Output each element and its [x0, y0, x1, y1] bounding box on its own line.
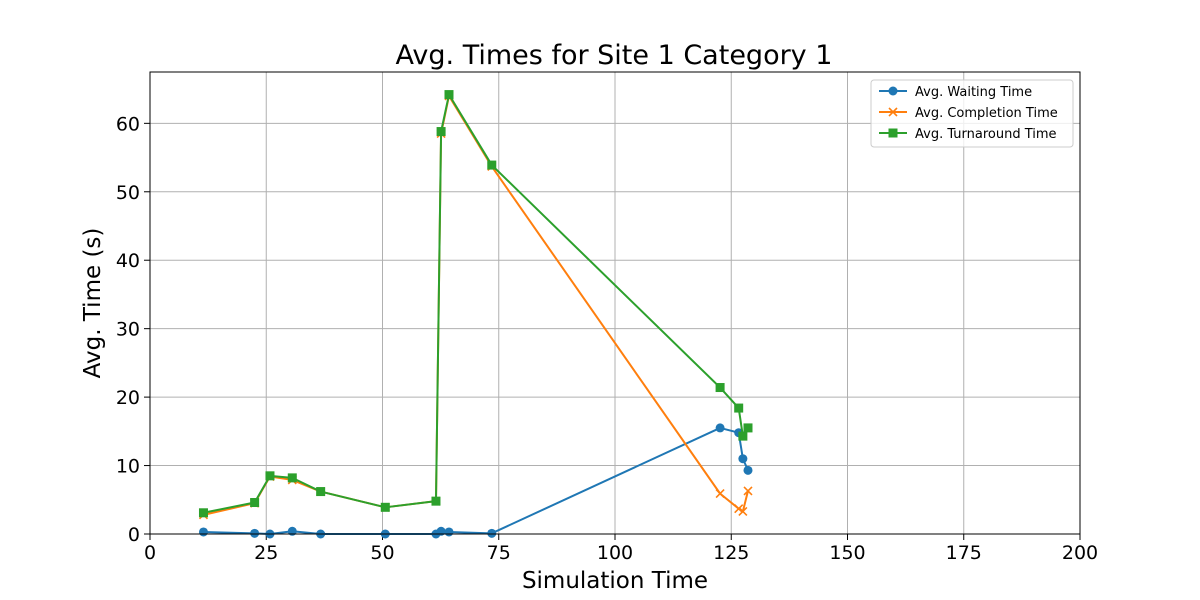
series-avg-completion-time: [198, 91, 753, 520]
data-point: [431, 496, 441, 506]
x-axis-label: Simulation Time: [522, 568, 708, 594]
data-point: [250, 498, 260, 508]
y-tick-label: 10: [116, 456, 140, 478]
data-point: [734, 504, 744, 514]
legend-item: Avg. Turnaround Time: [879, 127, 1057, 142]
x-tick-label: 175: [946, 542, 982, 564]
data-point: [380, 502, 390, 512]
data-point: [198, 508, 208, 518]
data-point: [487, 528, 497, 538]
y-tick-label: 0: [128, 524, 140, 546]
series-line: [203, 93, 749, 514]
data-point: [487, 160, 497, 170]
data-point: [316, 487, 326, 497]
legend-marker: [888, 128, 898, 138]
data-point: [743, 423, 753, 433]
x-tick-label: 200: [1062, 542, 1098, 564]
legend-item: Avg. Completion Time: [879, 106, 1058, 121]
data-point: [743, 486, 753, 496]
data-point: [738, 506, 748, 516]
plot-frame: [149, 71, 1081, 535]
legend-label: Avg. Completion Time: [915, 106, 1058, 121]
data-point: [287, 473, 297, 483]
legend-marker: [888, 86, 898, 96]
data-point: [198, 527, 208, 537]
x-tick-label: 150: [829, 542, 865, 564]
data-point: [444, 90, 454, 100]
series-avg-turnaround-time: [198, 90, 753, 518]
legend-label: Avg. Waiting Time: [915, 85, 1032, 100]
y-tick-label: 40: [116, 250, 140, 272]
series-layer: [198, 90, 753, 539]
data-point: [444, 527, 454, 537]
data-point: [715, 489, 725, 499]
y-tick-label: 30: [116, 319, 140, 341]
data-point: [265, 471, 275, 481]
data-point: [734, 403, 744, 413]
y-tick-label: 50: [116, 182, 140, 204]
legend: Avg. Waiting Time Avg. Completion Time Avg…: [870, 79, 1074, 148]
legend-label: Avg. Turnaround Time: [915, 127, 1057, 142]
y-tick-label: 60: [116, 113, 140, 135]
x-tick-label: 125: [713, 542, 749, 564]
data-point: [436, 127, 446, 137]
data-point: [743, 465, 753, 475]
chart-title: Avg. Times for Site 1 Category 1: [396, 40, 833, 71]
legend-marker: [888, 107, 898, 117]
series-avg-waiting-time: [198, 423, 753, 539]
x-tick-label: 0: [144, 542, 156, 564]
x-tick-label: 25: [254, 542, 278, 564]
y-axis-label: Avg. Time (s): [80, 228, 106, 379]
x-tick-label: 100: [597, 542, 633, 564]
data-point: [715, 383, 725, 393]
x-tick-label: 50: [370, 542, 394, 564]
legend-item: Avg. Waiting Time: [879, 85, 1032, 100]
data-point: [250, 528, 260, 538]
legend-box: [870, 79, 1074, 148]
data-point: [738, 454, 748, 464]
series-line: [203, 426, 749, 535]
y-tick-label: 20: [116, 387, 140, 409]
x-tick-label: 75: [487, 542, 511, 564]
data-point: [738, 431, 748, 441]
axis-ticks: 0 25 50 75 100 125 150 175 200 0 10 20 30 40 50 60: [116, 113, 1098, 564]
data-point: [715, 423, 725, 433]
